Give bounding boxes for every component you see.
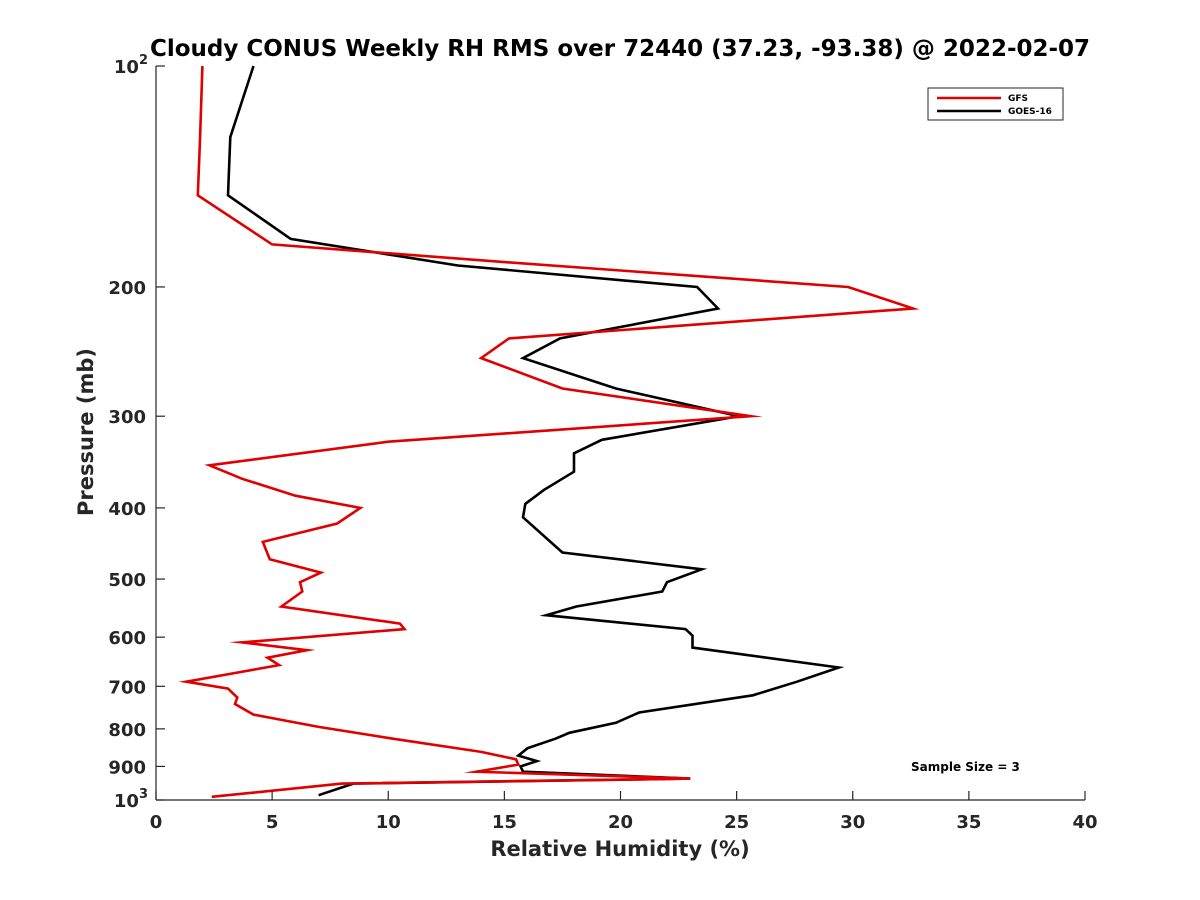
- y-tick-label: 400: [108, 499, 146, 520]
- x-tick-label: 0: [150, 812, 163, 833]
- chart-title: Cloudy CONUS Weekly RH RMS over 72440 (3…: [150, 36, 1090, 62]
- y-tick-label: 500: [108, 570, 146, 591]
- x-tick-label: 20: [608, 812, 633, 833]
- sample-size-annotation: Sample Size = 3: [911, 760, 1020, 774]
- x-tick-label: 10: [376, 812, 401, 833]
- y-tick-label: 300: [108, 407, 146, 428]
- x-tick-label: 35: [956, 812, 981, 833]
- y-tick-label: 103: [114, 787, 148, 812]
- x-tick-label: 30: [840, 812, 865, 833]
- y-tick-label: 200: [108, 278, 146, 299]
- y-tick-base: 10: [114, 57, 139, 78]
- series-line-goes-16: [226, 65, 845, 797]
- legend-box: [927, 87, 1064, 121]
- y-tick-label: 102: [114, 53, 148, 78]
- y-tick-label: 700: [108, 677, 146, 698]
- x-tick-label: 25: [724, 812, 749, 833]
- x-axis-label: Relative Humidity (%): [490, 837, 749, 861]
- y-tick-label: 800: [108, 720, 146, 741]
- legend-entry-label: GOES-16: [1008, 107, 1052, 117]
- y-tick-exponent: 3: [139, 787, 148, 802]
- x-tick-label: 40: [1072, 812, 1097, 833]
- x-tick-label: 15: [492, 812, 517, 833]
- y-tick-label: 900: [108, 757, 146, 778]
- series-line-gfs: [178, 65, 920, 799]
- plot-area: 0 5 10 15 20 25 30 35 40 10220030040050060070080…: [108, 53, 1097, 833]
- x-axis-ticks: 0 5 10 15 20 25 30 35 40: [150, 791, 1098, 833]
- x-tick-label: 5: [266, 812, 279, 833]
- y-tick-base: 10: [114, 791, 139, 812]
- series-layer: [178, 65, 920, 799]
- legend-items: GFS GOES-16: [937, 94, 1052, 117]
- legend-entry-label: GFS: [1008, 94, 1028, 104]
- y-tick-exponent: 2: [139, 53, 148, 68]
- legend: GFS GOES-16: [927, 87, 1064, 121]
- y-tick-label: 600: [108, 628, 146, 649]
- y-axis-label: Pressure (mb): [74, 348, 98, 516]
